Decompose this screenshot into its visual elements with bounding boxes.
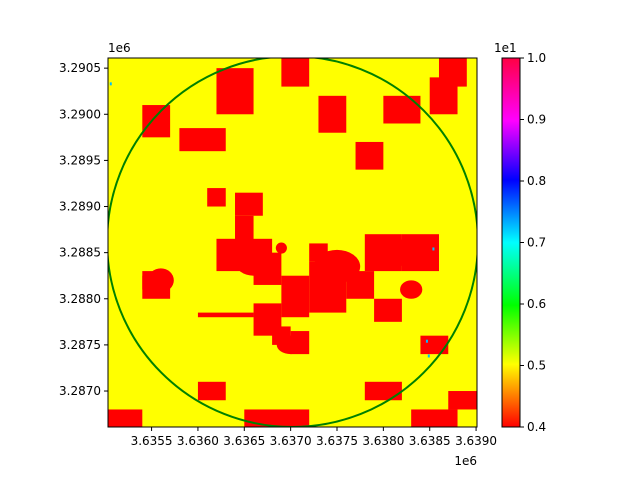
heatmap-patch xyxy=(420,335,449,355)
plot-area: 3.6355 3.6360 3.6365 3.6370 3.6375 3.6380 3.63… xyxy=(59,57,497,448)
colorbar-tick-label: 0.4 xyxy=(527,420,546,434)
y-tick-label: 3.2905 xyxy=(59,61,101,75)
y-tick-label: 3.2880 xyxy=(59,292,101,306)
heatmap-patch xyxy=(216,68,254,115)
y-tick-label: 3.2895 xyxy=(59,153,101,167)
heatmap-patch xyxy=(383,95,421,124)
heatmap-patch xyxy=(374,298,402,322)
heatmap-patch xyxy=(197,381,226,401)
x-tick-label: 3.6390 xyxy=(455,434,497,448)
colorbar-tick-label: 0.5 xyxy=(527,359,546,373)
heatmap-patch xyxy=(147,268,174,293)
heatmap-patch xyxy=(207,188,226,207)
colorbar-ticks: 0.4 0.5 0.6 0.7 0.8 0.9 1.0 xyxy=(520,51,546,434)
x-tick-label: 3.6385 xyxy=(409,434,451,448)
heatmap-patch xyxy=(235,192,263,216)
colorbar: 0.4 0.5 0.6 0.7 0.8 0.9 1.0 1e1 xyxy=(494,41,546,434)
colorbar-tick-label: 0.8 xyxy=(527,174,546,188)
y-tick-label: 3.2885 xyxy=(59,246,101,260)
y-tick-label: 3.2890 xyxy=(59,200,101,214)
heatmap-patch xyxy=(142,105,171,138)
heatmap-patch xyxy=(281,275,310,318)
heatmap-patch xyxy=(313,249,361,284)
heatmap-speck xyxy=(425,339,428,343)
x-axis: 3.6355 3.6360 3.6365 3.6370 3.6375 3.6380 3.63… xyxy=(131,427,497,448)
heatmap-patch xyxy=(448,391,477,410)
heatmap-patch xyxy=(275,242,287,254)
heatmap-patch xyxy=(276,335,305,355)
heatmap-patch xyxy=(372,237,414,268)
heatmap-specks xyxy=(109,82,435,358)
x-tick-label: 3.6360 xyxy=(177,434,219,448)
y-tick-label: 3.2900 xyxy=(59,107,101,121)
x-tick-label: 3.6355 xyxy=(131,434,173,448)
colorbar-offset-label: 1e1 xyxy=(494,41,517,55)
colorbar-tick-label: 1.0 xyxy=(527,51,546,65)
x-tick-label: 3.6370 xyxy=(270,434,312,448)
heatmap-patch xyxy=(197,312,254,318)
x-offset-label: 1e6 xyxy=(454,454,477,468)
heatmap-patch xyxy=(411,409,458,427)
heatmap-patch xyxy=(281,58,310,87)
x-tick-label: 3.6375 xyxy=(316,434,358,448)
colorbar-tick-label: 0.6 xyxy=(527,297,546,311)
heatmap-patch xyxy=(438,58,467,87)
heatmap-patch xyxy=(244,409,310,427)
y-tick-label: 3.2870 xyxy=(59,384,101,398)
colorbar-gradient xyxy=(501,57,521,428)
heatmap-patch xyxy=(108,409,143,427)
heatmap-patch xyxy=(179,128,226,152)
x-tick-label: 3.6365 xyxy=(223,434,265,448)
heatmap-patch xyxy=(235,248,273,276)
y-axis: 3.2870 3.2875 3.2880 3.2885 3.2890 3.2895 3.29… xyxy=(59,61,108,398)
heatmap-patches xyxy=(108,58,477,427)
y-tick-label: 3.2875 xyxy=(59,338,101,352)
heatmap-patch xyxy=(318,95,347,133)
colorbar-tick-label: 0.7 xyxy=(527,236,546,250)
heatmap-speck xyxy=(109,82,112,86)
heatmap-patch xyxy=(400,280,423,299)
plot-frame xyxy=(107,57,478,428)
x-tick-label: 3.6380 xyxy=(362,434,404,448)
heatmap-speck xyxy=(432,247,435,251)
heatmap-patch xyxy=(355,141,384,170)
y-offset-label: 1e6 xyxy=(108,41,131,55)
colorbar-tick-label: 0.9 xyxy=(527,113,546,127)
heatmap-patch xyxy=(364,381,402,401)
heatmap-speck xyxy=(427,354,430,358)
